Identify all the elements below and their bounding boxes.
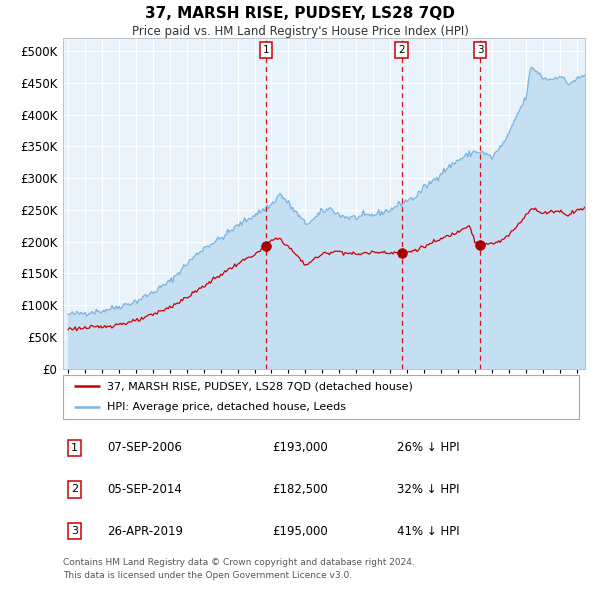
Text: 37, MARSH RISE, PUDSEY, LS28 7QD (detached house): 37, MARSH RISE, PUDSEY, LS28 7QD (detach… [107, 381, 413, 391]
Text: 3: 3 [71, 526, 78, 536]
Text: 1: 1 [71, 442, 78, 453]
Text: 3: 3 [477, 45, 484, 55]
Text: 05-SEP-2014: 05-SEP-2014 [107, 483, 182, 496]
Text: £195,000: £195,000 [272, 525, 328, 538]
Text: 37, MARSH RISE, PUDSEY, LS28 7QD: 37, MARSH RISE, PUDSEY, LS28 7QD [145, 6, 455, 21]
Text: 1: 1 [263, 45, 269, 55]
Text: 32% ↓ HPI: 32% ↓ HPI [397, 483, 460, 496]
Text: £193,000: £193,000 [272, 441, 328, 454]
Text: HPI: Average price, detached house, Leeds: HPI: Average price, detached house, Leed… [107, 402, 346, 412]
Text: This data is licensed under the Open Government Licence v3.0.: This data is licensed under the Open Gov… [63, 571, 352, 579]
Text: Contains HM Land Registry data © Crown copyright and database right 2024.: Contains HM Land Registry data © Crown c… [63, 558, 415, 566]
FancyBboxPatch shape [63, 375, 579, 419]
Text: 26-APR-2019: 26-APR-2019 [107, 525, 184, 538]
Text: 2: 2 [71, 484, 78, 494]
Text: 41% ↓ HPI: 41% ↓ HPI [397, 525, 460, 538]
Text: 07-SEP-2006: 07-SEP-2006 [107, 441, 182, 454]
Text: £182,500: £182,500 [272, 483, 328, 496]
Text: 2: 2 [398, 45, 405, 55]
Text: Price paid vs. HM Land Registry's House Price Index (HPI): Price paid vs. HM Land Registry's House … [131, 25, 469, 38]
Text: 26% ↓ HPI: 26% ↓ HPI [397, 441, 460, 454]
